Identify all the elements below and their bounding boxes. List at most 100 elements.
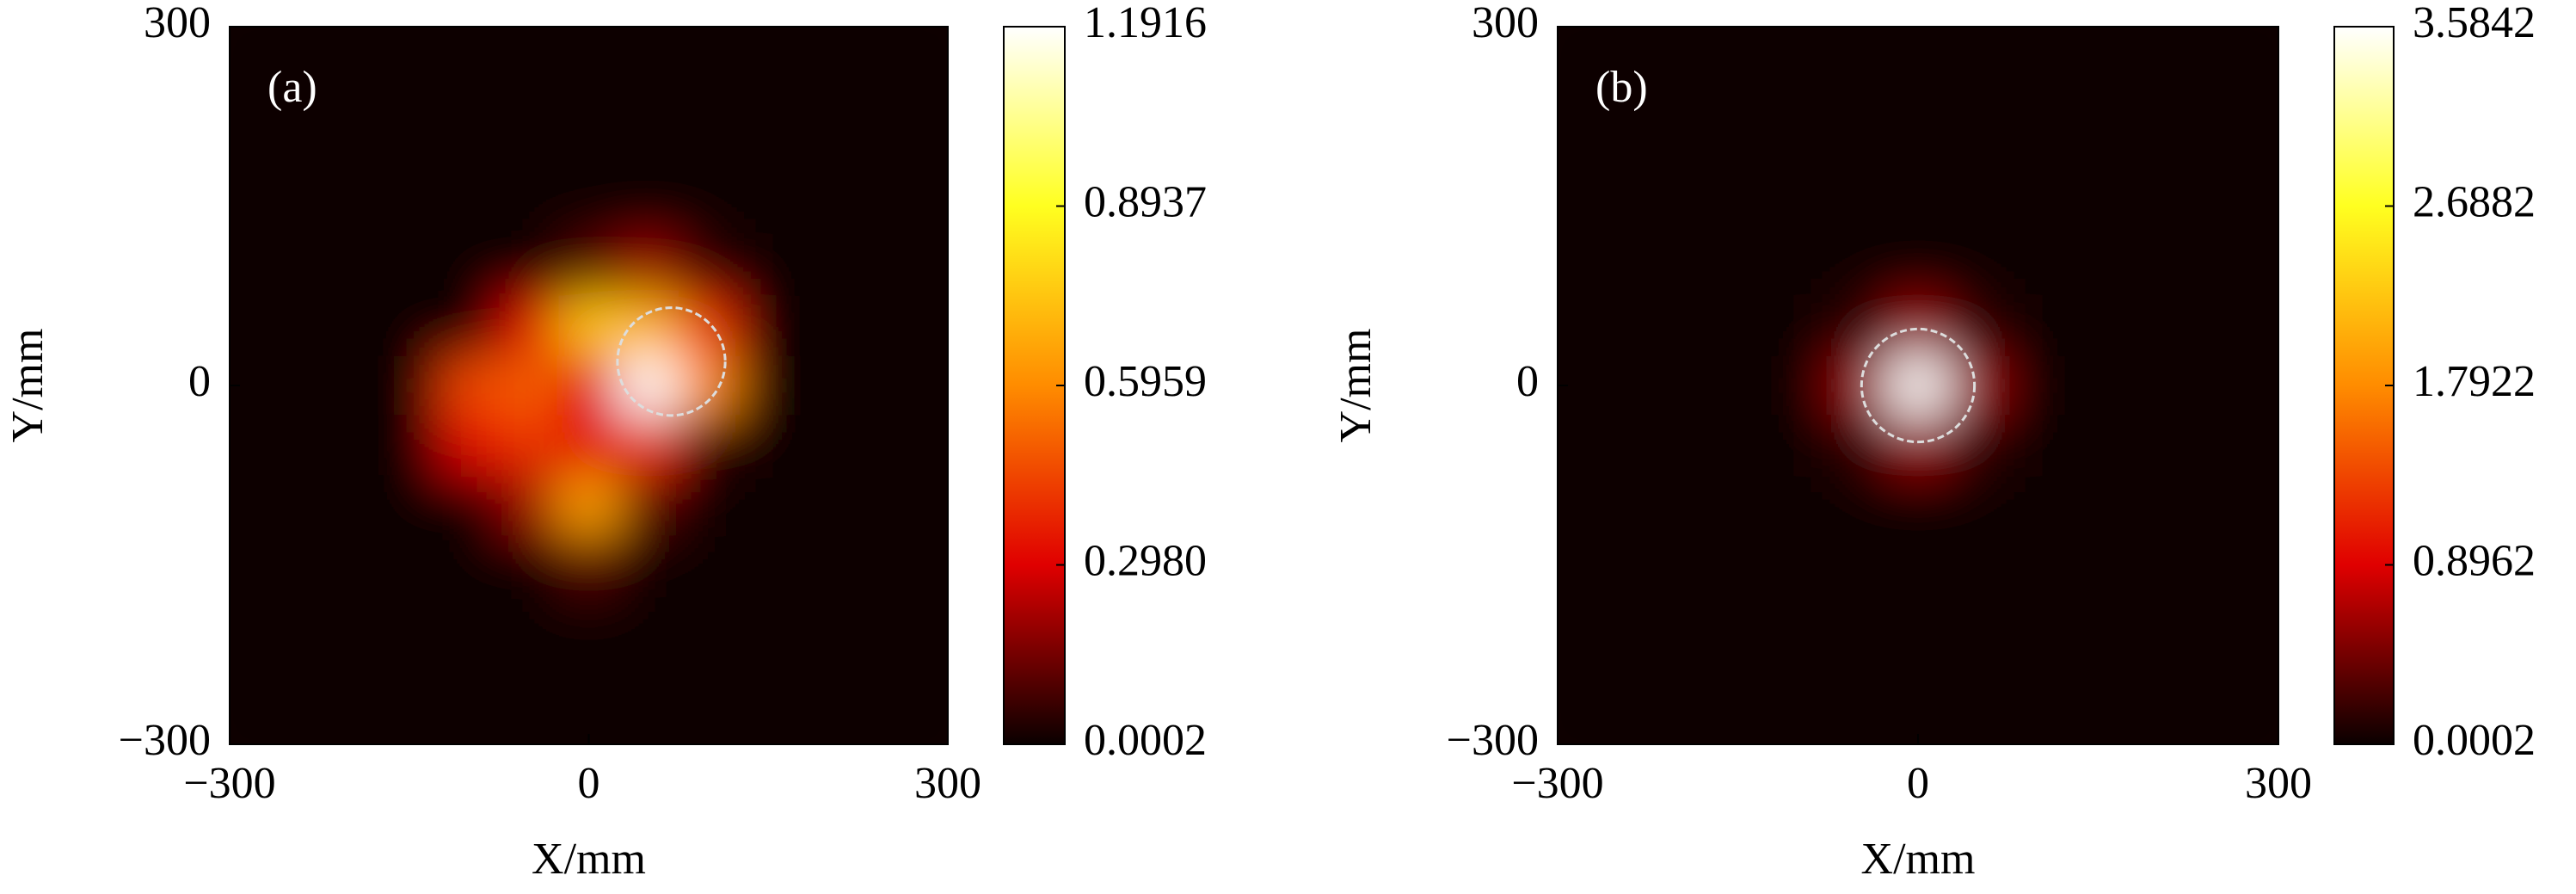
heatmap-cell (230, 714, 261, 744)
heatmap-cell (319, 415, 380, 476)
heatmap-cell (2068, 27, 2129, 58)
heatmap-cell (1947, 355, 2009, 416)
heatmap-cell (1828, 475, 1889, 536)
heatmap-cell (2248, 176, 2278, 237)
x-axis-title: X/mm (532, 835, 646, 884)
heatmap-cell (1947, 654, 2009, 715)
heatmap-cell (1768, 475, 1829, 536)
heatmap-cell (2128, 534, 2189, 595)
heatmap-cell (858, 355, 919, 416)
colorbar-tick-label: 0.2980 (1084, 536, 1207, 585)
heatmap-cell (439, 56, 500, 117)
heatmap-cell (230, 415, 261, 476)
heatmap-cell (1558, 595, 1589, 656)
heatmap-cell (678, 56, 739, 117)
heatmap-cell (378, 27, 440, 58)
heatmap-cell (319, 714, 380, 744)
heatmap-cell (230, 176, 261, 237)
colorbar-tick-label: 3.5842 (2413, 0, 2536, 47)
heatmap-cell (259, 355, 320, 416)
heatmap-cell (2007, 714, 2069, 744)
heatmap-cell (319, 56, 380, 117)
x-tick-label: 300 (2245, 759, 2312, 808)
heatmap-cell (1647, 27, 1709, 58)
heatmap-cell (1768, 654, 1829, 715)
heatmap-cell (1647, 116, 1709, 177)
heatmap-cell (319, 654, 380, 715)
heatmap-cell (1558, 56, 1589, 117)
heatmap-cell (259, 595, 320, 656)
heatmap-cell (918, 116, 948, 177)
heatmap-cell (798, 56, 859, 117)
heatmap-cell (1558, 236, 1589, 297)
colorbar-tick-label: 2.6882 (2413, 177, 2536, 226)
heatmap-cell (1828, 236, 1889, 297)
heatmap-cell (2128, 415, 2189, 476)
heatmap-cell (918, 56, 948, 117)
heatmap-cell (2007, 27, 2069, 58)
heatmap-cell (678, 654, 739, 715)
heatmap-cell (439, 116, 500, 177)
heatmap-cell (1768, 116, 1829, 177)
heatmap-cell (2068, 176, 2129, 237)
heatmap-cell (618, 27, 679, 58)
heatmap-cell (2188, 475, 2249, 536)
heatmap-cell (1828, 295, 1889, 356)
heatmap-cell (2188, 56, 2249, 117)
heatmap-cell (1947, 27, 2009, 58)
heatmap-cell (259, 27, 320, 58)
heatmap-cell (858, 475, 919, 536)
colorbar-tick-label: 1.1916 (1084, 0, 1207, 47)
heatmap-cell (618, 236, 679, 297)
heatmap-cell (738, 116, 799, 177)
heatmap-cell (1828, 654, 1889, 715)
heatmap-cell (499, 534, 560, 595)
heatmap-cell (2188, 236, 2249, 297)
heatmap-cell (230, 236, 261, 297)
heatmap-cell (499, 56, 560, 117)
heatmap-cell (1647, 595, 1709, 656)
heatmap-cell (1587, 236, 1649, 297)
heatmap-cell (798, 295, 859, 356)
heatmap-cell (858, 534, 919, 595)
heatmap-cell (2128, 714, 2189, 744)
heatmap-cell (738, 595, 799, 656)
heatmap-cell (1828, 415, 1889, 476)
colorbar-tick-label: 0.5959 (1084, 357, 1207, 406)
heatmap-cell (499, 654, 560, 715)
x-tick-label: 300 (914, 759, 981, 808)
heatmap-cell (678, 534, 739, 595)
heatmap-cell (1707, 415, 1768, 476)
heatmap-cell (1558, 27, 1589, 58)
heatmap-cell (2248, 236, 2278, 297)
heatmap-cell (499, 295, 560, 356)
heatmap-cell (2007, 595, 2069, 656)
heatmap-cell (439, 534, 500, 595)
heatmap-cell (558, 56, 619, 117)
heatmap-cell (1587, 475, 1649, 536)
heatmap-cell (230, 295, 261, 356)
x-axis-title: X/mm (1861, 835, 1976, 884)
heatmap-cell (1587, 714, 1649, 744)
heatmap-cell (319, 534, 380, 595)
heatmap-cell (1947, 714, 2009, 744)
heatmap-cell (1947, 236, 2009, 297)
heatmap-cell (2068, 295, 2129, 356)
heatmap-cell (1558, 475, 1589, 536)
heatmap-cell (918, 475, 948, 536)
heatmap-cell (2007, 116, 2069, 177)
colorbar-tick-label: 0.0002 (2413, 716, 2536, 765)
heatmap-cell (499, 355, 560, 416)
heatmap-cell (259, 295, 320, 356)
heatmap-cell (558, 595, 619, 656)
heatmap-cell (2248, 355, 2278, 416)
heatmap-cell (2188, 176, 2249, 237)
heatmap-cell (918, 236, 948, 297)
heatmap-cell (1947, 475, 2009, 536)
y-tick-label: 0 (1516, 357, 1539, 406)
heatmap-cell (738, 415, 799, 476)
heatmap-cell (678, 714, 739, 744)
heatmap-cell (378, 56, 440, 117)
heatmap-cell (1647, 475, 1709, 536)
heatmap-cell (558, 116, 619, 177)
